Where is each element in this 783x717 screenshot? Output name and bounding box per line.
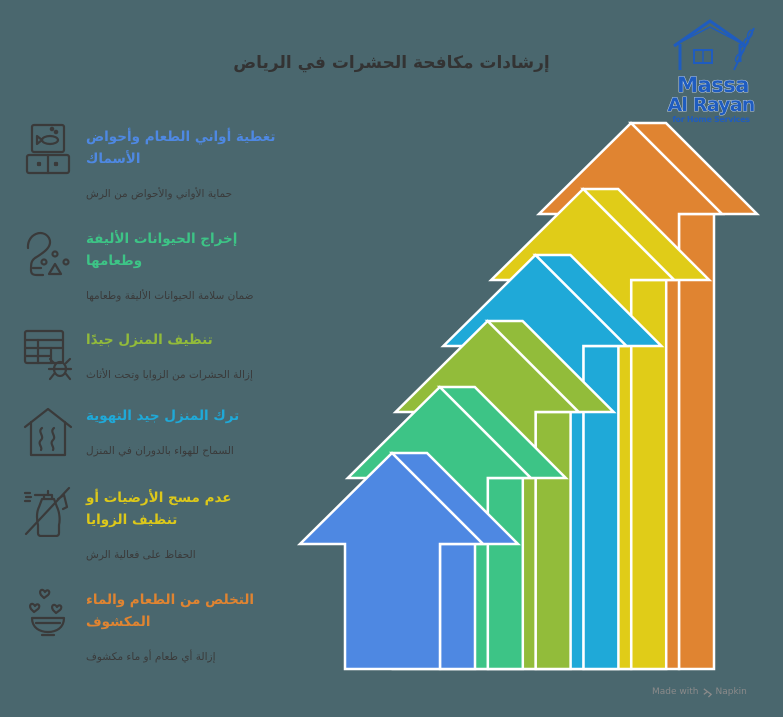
step-title: إخراج الحيوانات الأليفة وطعامها bbox=[86, 228, 286, 272]
step-description: حماية الأواني والأحواض من الرش bbox=[86, 188, 233, 200]
step-5: عدم مسح الأرضيات أو تنظيف الزوايا الحفاظ… bbox=[86, 487, 286, 563]
step-title-line: إخراج الحيوانات الأليفة bbox=[86, 231, 238, 247]
step-title: تغطية أواني الطعام وأحواض الأسماك bbox=[86, 126, 286, 170]
step-description: السماح للهواء بالدوران في المنزل bbox=[86, 445, 234, 457]
step-title: التخلص من الطعام والماء المكشوف bbox=[86, 589, 286, 633]
step-title-line: التخلص من الطعام والماء bbox=[86, 592, 255, 608]
step-description: الحفاظ على فعالية الرش bbox=[86, 549, 196, 561]
page-title: إرشادات مكافحة الحشرات في الرياض bbox=[233, 53, 550, 73]
made-with-napkin-credit[interactable]: Made with Napkin bbox=[652, 684, 747, 700]
step-title-line: تغطية أواني الطعام وأحواض bbox=[86, 129, 276, 145]
step-title: ترك المنزل جيد التهوية bbox=[86, 405, 286, 427]
step-4: ترك المنزل جيد التهوية السماح للهواء بال… bbox=[86, 405, 286, 459]
step-description: إزالة أي طعام أو ماء مكشوف bbox=[86, 651, 216, 663]
step-title-line: تنظيف المنزل جيدًا bbox=[86, 332, 213, 348]
arrow-1-front bbox=[296, 451, 487, 671]
logo-tagline: for Home Services bbox=[672, 115, 750, 124]
napkin-logo-icon bbox=[702, 687, 712, 698]
step-1: تغطية أواني الطعام وأحواض الأسماك حماية … bbox=[86, 126, 286, 202]
step-title-line: تنظيف الزوايا bbox=[86, 512, 178, 528]
company-logo: Massa Al Rayan for Home Services bbox=[650, 10, 772, 126]
house-logo-icon: Massa Al Rayan for Home Services bbox=[667, 19, 756, 124]
ventilated-house-icon bbox=[23, 406, 73, 458]
no-spray-bottle-icon bbox=[23, 485, 73, 538]
food-bowl-icon bbox=[23, 586, 73, 638]
made-with-label: Made with bbox=[652, 687, 699, 697]
step-title-line: وطعامها bbox=[86, 253, 143, 269]
furniture-bug-icon bbox=[23, 329, 73, 381]
step-6: التخلص من الطعام والماء المكشوف إزالة أي… bbox=[86, 589, 286, 665]
step-2: إخراج الحيوانات الأليفة وطعامها ضمان سلا… bbox=[86, 228, 286, 304]
step-title-line: الأسماك bbox=[86, 151, 141, 167]
step-title-line: ترك المنزل جيد التهوية bbox=[86, 408, 240, 424]
step-title-line: عدم مسح الأرضيات أو bbox=[86, 490, 232, 506]
logo-name-line1: Massa bbox=[677, 73, 749, 97]
step-title: تنظيف المنزل جيدًا bbox=[86, 329, 286, 351]
step-title-line: المكشوف bbox=[86, 614, 151, 630]
napkin-brand-label: Napkin bbox=[715, 687, 747, 697]
pet-leash-paw-icon bbox=[23, 226, 73, 278]
step-description: ضمان سلامة الحيوانات الأليفة وطعامها bbox=[86, 290, 254, 302]
step-description: إزالة الحشرات من الزوايا وتحت الأثاث bbox=[86, 369, 253, 381]
step-3: تنظيف المنزل جيدًا إزالة الحشرات من الزو… bbox=[86, 329, 286, 383]
step-title: عدم مسح الأرضيات أو تنظيف الزوايا bbox=[86, 487, 286, 531]
fish-tank-icon bbox=[23, 123, 73, 175]
logo-name-line2: Al Rayan bbox=[667, 94, 754, 116]
